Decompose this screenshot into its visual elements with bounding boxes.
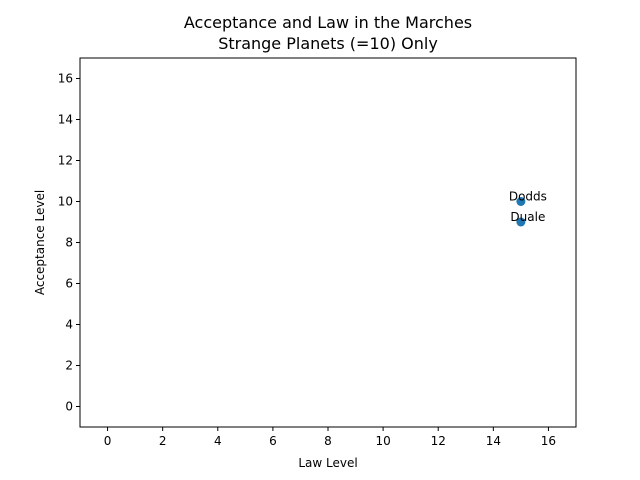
x-tick-label: 6 — [269, 434, 277, 448]
x-axis-ticks: 0 2 4 6 8 10 12 14 16 — [104, 427, 556, 448]
chart-subtitle: Strange Planets (=10) Only — [218, 34, 438, 53]
y-tick-label: 8 — [65, 236, 73, 250]
data-points: Dodds Duale — [509, 190, 547, 227]
y-tick-label: 14 — [58, 113, 73, 127]
chart-title: Acceptance and Law in the Marches — [184, 13, 472, 32]
x-tick-label: 14 — [486, 434, 501, 448]
x-tick-label: 0 — [104, 434, 112, 448]
y-tick-label: 10 — [58, 195, 73, 209]
x-axis-label: Law Level — [298, 456, 357, 470]
x-tick-label: 8 — [324, 434, 332, 448]
scatter-point — [516, 197, 526, 206]
x-tick-label: 10 — [375, 434, 390, 448]
y-tick-label: 12 — [58, 154, 73, 168]
y-axis-label: Acceptance Level — [33, 190, 47, 295]
y-tick-label: 2 — [65, 359, 73, 373]
x-tick-label: 4 — [214, 434, 222, 448]
x-tick-label: 16 — [541, 434, 556, 448]
y-axis-ticks: 0 2 4 6 8 10 12 14 16 — [58, 72, 80, 414]
plot-frame — [79, 57, 577, 428]
y-tick-label: 6 — [65, 277, 73, 291]
x-tick-label: 2 — [159, 434, 167, 448]
x-tick-label: 12 — [431, 434, 446, 448]
y-tick-label: 16 — [58, 72, 73, 86]
y-tick-label: 0 — [65, 400, 73, 414]
point-label: Duale — [510, 210, 545, 224]
y-tick-label: 4 — [65, 318, 73, 332]
scatter-point — [516, 217, 526, 227]
point-label: Dodds — [509, 190, 547, 204]
